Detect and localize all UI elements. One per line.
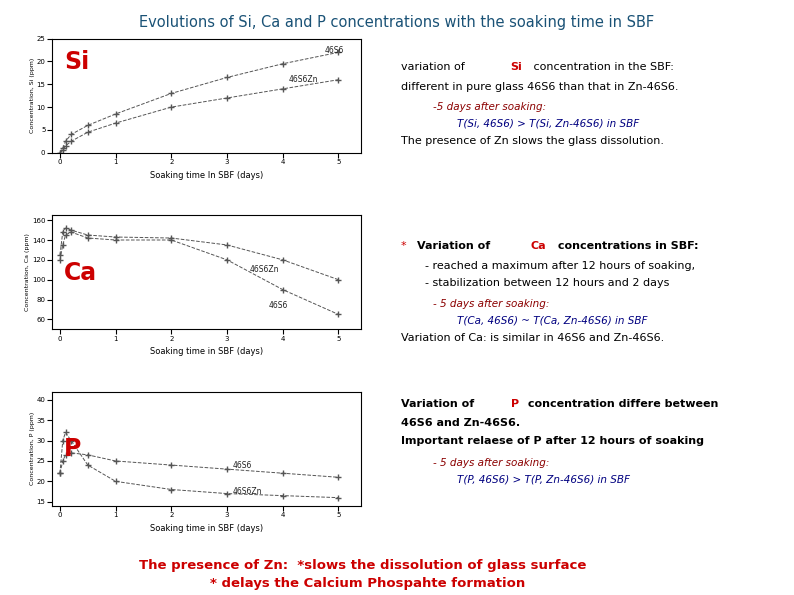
Text: Ca: Ca	[64, 261, 97, 285]
Text: 46S6Zn: 46S6Zn	[288, 75, 318, 84]
Text: * delays the Calcium Phospahte formation: * delays the Calcium Phospahte formation	[210, 577, 526, 590]
Text: *: *	[401, 241, 410, 251]
Text: Si: Si	[64, 50, 89, 74]
Y-axis label: Concentration, Ca (ppm): Concentration, Ca (ppm)	[25, 233, 30, 311]
Text: Evolutions of Si, Ca and P concentrations with the soaking time in SBF: Evolutions of Si, Ca and P concentration…	[140, 15, 654, 30]
Text: concentrations in SBF:: concentrations in SBF:	[554, 241, 699, 251]
Text: Ca: Ca	[530, 241, 546, 251]
X-axis label: Soaking time In SBF (days): Soaking time In SBF (days)	[149, 171, 263, 180]
Text: Variation of: Variation of	[401, 399, 478, 409]
Text: The presence of Zn slows the glass dissolution.: The presence of Zn slows the glass disso…	[401, 136, 664, 146]
Text: 46S6 and Zn-46S6.: 46S6 and Zn-46S6.	[401, 418, 520, 428]
Text: T(Ca, 46S6) ~ T(Ca, Zn-46S6) in SBF: T(Ca, 46S6) ~ T(Ca, Zn-46S6) in SBF	[457, 316, 647, 326]
Text: 46S6: 46S6	[233, 461, 252, 470]
Y-axis label: Concentration, P (ppm): Concentration, P (ppm)	[30, 412, 35, 486]
Text: concentration in the SBF:: concentration in the SBF:	[530, 62, 673, 73]
X-axis label: Soaking time in SBF (days): Soaking time in SBF (days)	[149, 524, 263, 533]
Text: P: P	[511, 399, 518, 409]
Text: variation of: variation of	[401, 62, 468, 73]
Text: 46S6: 46S6	[325, 46, 344, 55]
Text: different in pure glass 46S6 than that in Zn-46S6.: different in pure glass 46S6 than that i…	[401, 82, 678, 92]
Y-axis label: Concentration, Si (ppm): Concentration, Si (ppm)	[30, 58, 35, 133]
Text: P: P	[64, 437, 81, 461]
Text: - stabilization between 12 hours and 2 days: - stabilization between 12 hours and 2 d…	[425, 278, 669, 288]
Text: Important relaese of P after 12 hours of soaking: Important relaese of P after 12 hours of…	[401, 436, 704, 446]
Text: -5 days after soaking:: -5 days after soaking:	[433, 102, 545, 112]
Text: T(Si, 46S6) > T(Si, Zn-46S6) in SBF: T(Si, 46S6) > T(Si, Zn-46S6) in SBF	[457, 119, 639, 129]
Text: - reached a maximum after 12 hours of soaking,: - reached a maximum after 12 hours of so…	[425, 261, 695, 271]
X-axis label: Soaking time in SBF (days): Soaking time in SBF (days)	[149, 347, 263, 356]
Text: T(P, 46S6) > T(P, Zn-46S6) in SBF: T(P, 46S6) > T(P, Zn-46S6) in SBF	[457, 475, 630, 485]
Text: - 5 days after soaking:: - 5 days after soaking:	[433, 458, 549, 468]
Text: 46S6Zn: 46S6Zn	[233, 487, 262, 496]
Text: Variation of Ca: is similar in 46S6 and Zn-46S6.: Variation of Ca: is similar in 46S6 and …	[401, 333, 665, 343]
Text: 46S6Zn: 46S6Zn	[249, 265, 279, 274]
Text: The presence of Zn:  *slows the dissolution of glass surface: The presence of Zn: *slows the dissoluti…	[139, 559, 586, 572]
Text: Si: Si	[511, 62, 522, 73]
Text: Variation of: Variation of	[417, 241, 494, 251]
Text: - 5 days after soaking:: - 5 days after soaking:	[433, 299, 549, 309]
Text: 46S6: 46S6	[269, 302, 288, 311]
Text: concentration differe between: concentration differe between	[524, 399, 719, 409]
